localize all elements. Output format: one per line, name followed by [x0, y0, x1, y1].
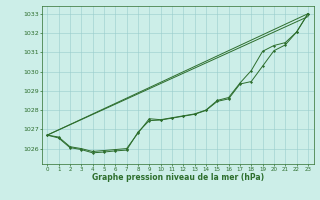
X-axis label: Graphe pression niveau de la mer (hPa): Graphe pression niveau de la mer (hPa): [92, 173, 264, 182]
